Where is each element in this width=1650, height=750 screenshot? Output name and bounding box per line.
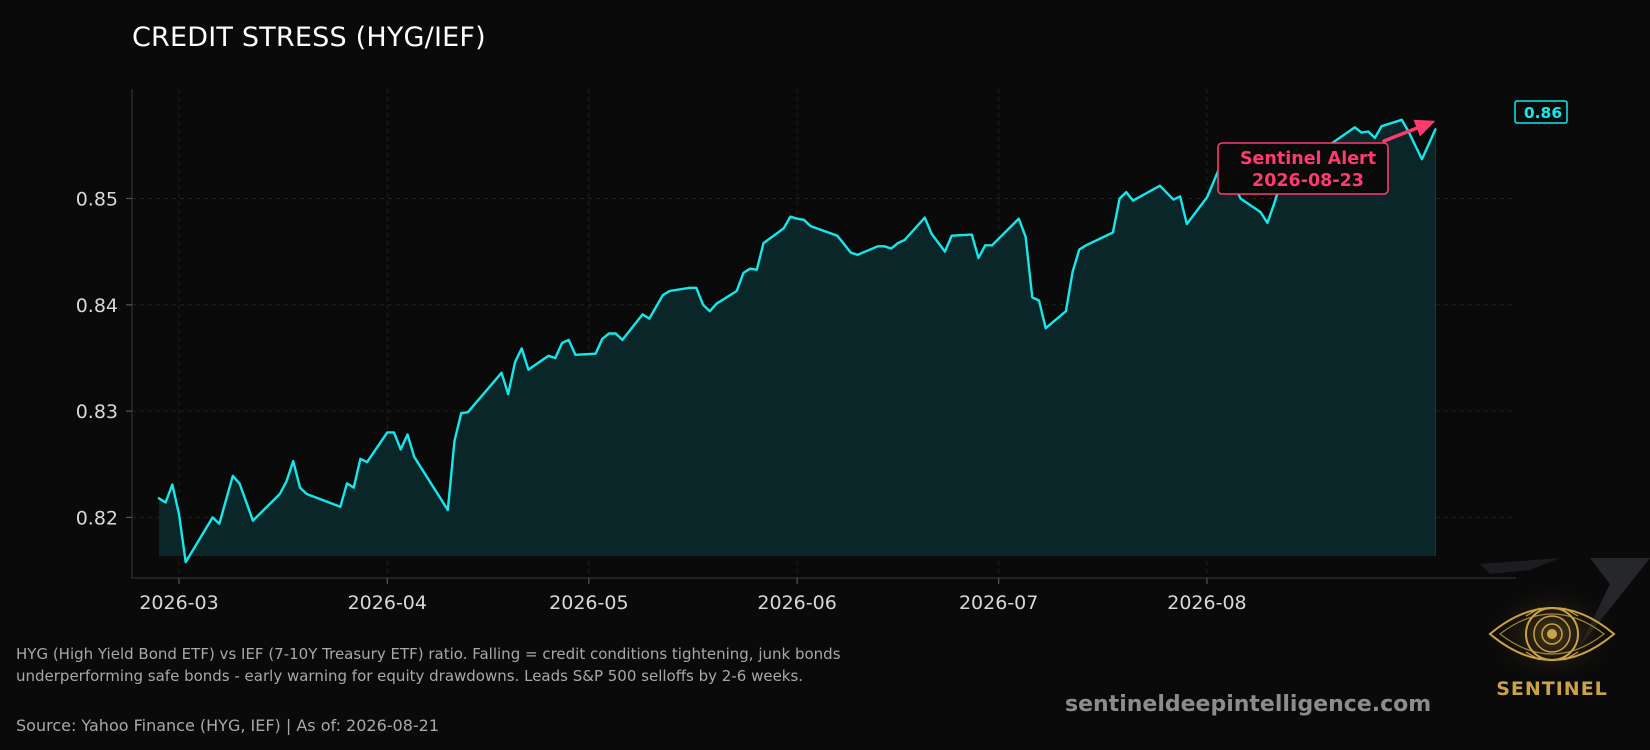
- alert-box: [1217, 142, 1389, 195]
- x-tick-label: 2026-03: [139, 592, 218, 614]
- x-tick-label: 2026-05: [549, 592, 628, 614]
- logo-wordmark: SENTINEL: [1496, 678, 1608, 700]
- eye-icon: [1488, 607, 1616, 661]
- alert-title: Sentinel Alert: [1240, 149, 1376, 169]
- chart-title: CREDIT STRESS (HYG/IEF): [132, 22, 486, 53]
- series-line: [157, 118, 1437, 564]
- area-fill: [158, 119, 1436, 563]
- y-tick-label: 0.84: [76, 295, 118, 317]
- y-tick-label: 0.83: [76, 401, 118, 423]
- logo-shard: [1480, 558, 1560, 574]
- sentinel-alert-annotation: Sentinel Alert 2026-08-23: [1217, 119, 1436, 195]
- alert-arrow-head: [1413, 119, 1436, 137]
- chart-description: HYG (High Yield Bond ETF) vs IEF (7-10Y …: [16, 645, 841, 685]
- alert-arrow-shaft: [1382, 126, 1419, 143]
- y-tick-label: 0.85: [76, 188, 118, 210]
- last-value-badge-box: [1514, 100, 1568, 124]
- last-value-text: 0.86: [1524, 104, 1562, 122]
- axis-ticks: 0.82 0.83 0.84 0.85 2026-03 2026-04 2026-05 202…: [76, 188, 1247, 614]
- website-watermark: sentineldeepintelligence.com: [1065, 692, 1432, 717]
- x-tick-label: 2026-08: [1167, 592, 1246, 614]
- last-value-badge: 0.86: [1514, 100, 1568, 124]
- source-note: Source: Yahoo Finance (HYG, IEF) | As of…: [16, 716, 440, 735]
- y-tick-label: 0.82: [76, 507, 118, 529]
- x-tick-label: 2026-07: [959, 592, 1038, 614]
- alert-date: 2026-08-23: [1252, 171, 1364, 191]
- x-tick-label: 2026-06: [757, 592, 836, 614]
- sentinel-logo: SENTINEL: [1480, 558, 1650, 700]
- x-tick-label: 2026-04: [348, 592, 427, 614]
